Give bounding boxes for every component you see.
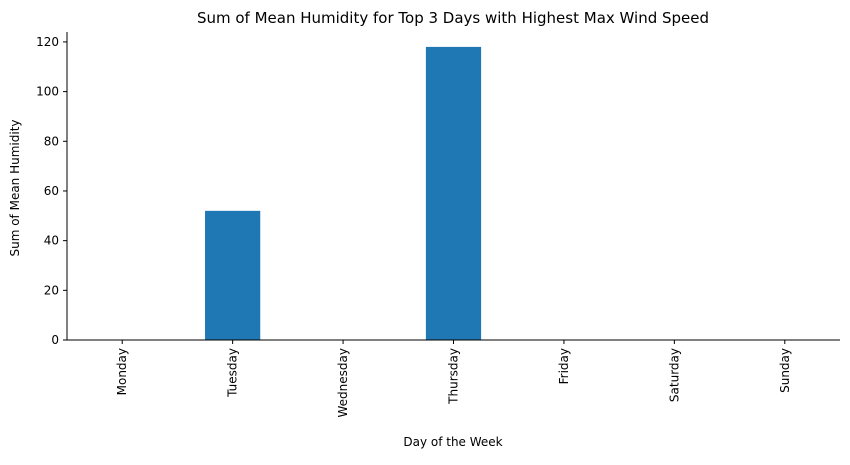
y-tick-label: 120 [36,35,59,49]
bars-group [205,46,482,340]
y-tick-label: 100 [36,85,59,99]
y-tick-label: 80 [44,134,59,148]
bar-thursday [425,46,482,340]
y-ticks-group: 0 20 40 60 80 100 120 [36,35,67,347]
y-tick-label: 0 [51,333,59,347]
y-axis-label: Sum of Mean Humidity [8,119,22,256]
x-ticks-group: Monday Tuesday Wednesday Thursday Friday Satu… [115,340,792,417]
y-tick-label: 40 [44,234,59,248]
x-tick-label-thursday: Thursday [447,348,461,405]
bar-tuesday [205,210,261,340]
x-tick-label-tuesday: Tuesday [226,348,240,398]
chart-title: Sum of Mean Humidity for Top 3 Days with… [197,9,709,27]
x-axis-label: Day of the Week [403,435,502,449]
y-tick-label: 60 [44,184,59,198]
x-tick-label-monday: Monday [115,348,129,395]
x-tick-label-saturday: Saturday [667,348,681,402]
x-tick-label-sunday: Sunday [778,348,792,393]
y-tick-label: 20 [44,283,59,297]
x-tick-label-friday: Friday [557,348,571,384]
x-tick-label-wednesday: Wednesday [336,348,350,417]
